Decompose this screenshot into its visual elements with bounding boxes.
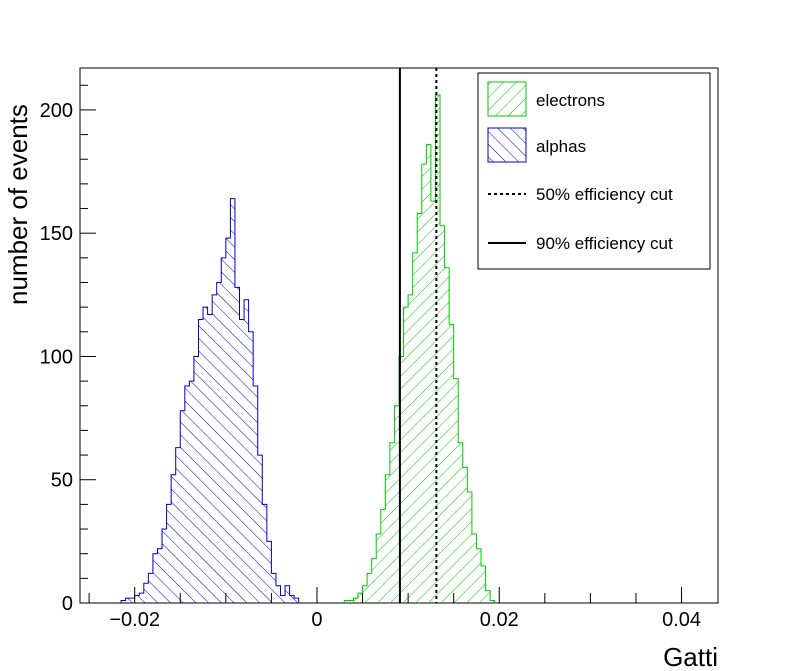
bar-electrons: [430, 201, 436, 603]
legend-label: 90% efficiency cut: [536, 234, 673, 253]
y-tick-label: 100: [40, 346, 73, 368]
bar-alphas: [234, 287, 240, 603]
bar-electrons: [481, 566, 486, 603]
bar-electrons: [385, 474, 390, 603]
bar-alphas: [125, 598, 131, 603]
bar-alphas: [180, 410, 185, 603]
bar-alphas: [225, 238, 231, 603]
bar-electrons: [403, 307, 409, 603]
bar-alphas: [294, 598, 299, 603]
cut-layer: [398, 68, 438, 603]
y-tick-label: 50: [51, 470, 73, 492]
bar-alphas: [189, 381, 194, 603]
bar-alphas: [162, 529, 167, 603]
outline-electrons: [343, 94, 496, 603]
bar-electrons: [408, 294, 413, 603]
legend-swatch-alphas: [487, 127, 527, 163]
bar-alphas: [271, 573, 276, 603]
bar-alphas: [198, 319, 204, 603]
bar-electrons: [367, 573, 372, 603]
bar-alphas: [121, 600, 126, 603]
bar-electrons: [399, 356, 404, 603]
legend-label: alphas: [536, 137, 586, 156]
legend: electrons alphas 50% efficiency cut 90% eff…: [477, 72, 711, 270]
bar-alphas: [266, 541, 272, 603]
bar-electrons: [376, 533, 381, 603]
legend-swatch-electrons: [487, 81, 527, 117]
bar-alphas: [280, 595, 286, 603]
x-axis-title: Gatti: [663, 642, 718, 671]
bar-electrons: [353, 598, 358, 603]
bar-alphas: [239, 319, 245, 603]
bar-alphas: [143, 583, 149, 603]
series-electrons: [343, 94, 496, 604]
bar-electrons: [421, 164, 427, 603]
bar-electrons: [471, 533, 477, 603]
bar-alphas: [289, 595, 295, 603]
bar-electrons: [380, 509, 386, 603]
y-tick-label: 150: [40, 223, 73, 245]
bar-electrons: [371, 558, 377, 603]
bar-alphas: [230, 198, 235, 603]
x-tick-label: −0.02: [109, 609, 160, 631]
bar-alphas: [171, 474, 176, 603]
bar-electrons: [458, 442, 463, 603]
bar-alphas: [157, 548, 163, 603]
bar-alphas: [152, 553, 158, 603]
bar-alphas: [175, 447, 181, 603]
x-tick-label: 0.04: [662, 609, 701, 631]
bar-electrons: [357, 593, 363, 603]
bar-alphas: [130, 598, 135, 603]
bar-electrons: [485, 590, 491, 603]
bar-electrons: [412, 252, 418, 603]
bar-alphas: [148, 573, 153, 603]
bar-electrons: [394, 405, 399, 603]
bar-alphas: [193, 356, 199, 603]
bar-alphas: [139, 593, 144, 603]
bar-alphas: [207, 314, 213, 603]
y-axis-title: number of events: [3, 104, 33, 305]
bar-electrons: [362, 585, 368, 603]
x-tick-label: 0: [311, 609, 322, 631]
y-tick-label: 200: [40, 100, 73, 122]
bar-electrons: [440, 225, 445, 603]
series-alphas: [120, 198, 300, 603]
bar-electrons: [449, 324, 454, 603]
bar-electrons: [344, 600, 349, 603]
bar-electrons: [462, 467, 468, 603]
bar-alphas: [216, 282, 222, 603]
bar-electrons: [389, 442, 395, 603]
bar-alphas: [134, 595, 140, 603]
bar-alphas: [212, 294, 217, 603]
bar-electrons: [476, 548, 482, 603]
bar-alphas: [166, 504, 172, 603]
y-tick-label: 0: [62, 593, 73, 615]
bar-electrons: [348, 600, 354, 603]
bar-electrons: [417, 213, 422, 604]
series-layer: [120, 94, 496, 604]
bar-electrons: [435, 95, 441, 603]
bar-alphas: [184, 386, 190, 603]
bar-electrons: [490, 600, 495, 603]
outline-alphas: [120, 198, 300, 603]
bar-alphas: [203, 307, 208, 603]
bar-alphas: [244, 299, 249, 603]
bar-alphas: [253, 386, 258, 603]
bar-alphas: [275, 585, 281, 603]
legend-label: electrons: [536, 91, 605, 110]
bar-electrons: [426, 144, 431, 603]
legend-label: 50% efficiency cut: [536, 185, 673, 204]
bar-electrons: [453, 378, 459, 603]
axis-layer: −0.02 0 0.02 0.04 0 50 100 150 200: [40, 84, 701, 631]
bar-electrons: [444, 267, 450, 603]
bar-alphas: [257, 455, 263, 603]
bar-alphas: [285, 585, 290, 603]
bar-electrons: [467, 492, 472, 603]
bar-alphas: [262, 504, 267, 603]
x-tick-label: 0.02: [480, 609, 519, 631]
bar-alphas: [248, 331, 254, 603]
bar-alphas: [221, 257, 226, 603]
